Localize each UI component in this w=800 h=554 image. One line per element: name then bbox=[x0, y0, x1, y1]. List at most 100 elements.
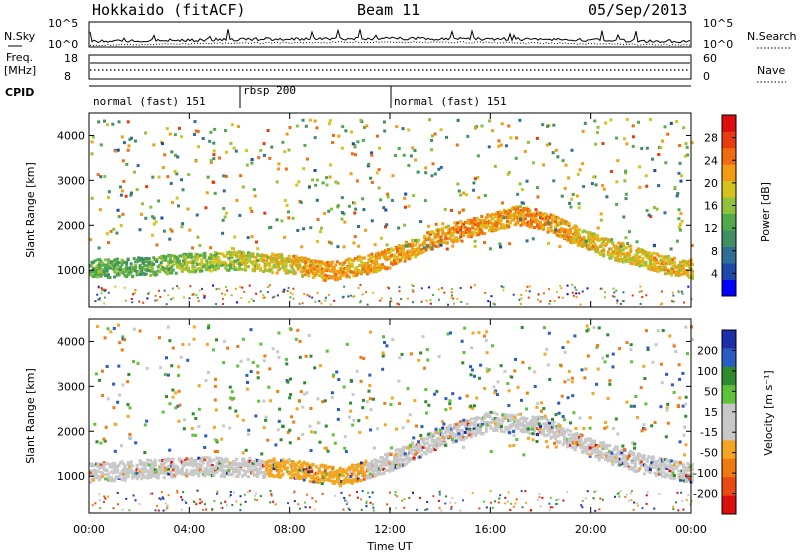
scatter-cell bbox=[379, 472, 383, 476]
scatter-cell bbox=[203, 294, 206, 297]
scatter-cell bbox=[336, 245, 340, 249]
scatter-cell bbox=[546, 230, 550, 234]
scatter-cell bbox=[134, 289, 137, 292]
scatter-cell bbox=[630, 258, 634, 262]
scatter-cell bbox=[400, 457, 404, 461]
scatter-cell bbox=[275, 474, 279, 478]
scatter-cell bbox=[164, 270, 168, 274]
scatter-cell bbox=[459, 438, 463, 442]
scatter-cell bbox=[99, 175, 103, 179]
scatter-cell bbox=[551, 421, 555, 425]
scatter-cell bbox=[402, 459, 406, 463]
colorbar-swatch bbox=[722, 279, 736, 297]
scatter-cell bbox=[405, 462, 409, 466]
scatter-cell bbox=[177, 126, 181, 130]
scatter-cell bbox=[397, 452, 401, 456]
scatter-cell bbox=[342, 212, 346, 216]
scatter-cell bbox=[181, 222, 185, 226]
scatter-cell bbox=[447, 227, 451, 231]
scatter-cell bbox=[645, 264, 649, 268]
scatter-cell bbox=[314, 479, 318, 483]
scatter-cell bbox=[397, 244, 401, 248]
scatter-cell bbox=[327, 240, 331, 244]
scatter-cell bbox=[102, 462, 106, 466]
scatter-cell bbox=[490, 213, 494, 217]
scatter-cell bbox=[558, 430, 562, 434]
scatter-cell bbox=[113, 275, 117, 279]
scatter-cell bbox=[432, 293, 435, 296]
scatter-cell bbox=[504, 225, 508, 229]
scatter-cell bbox=[299, 463, 303, 467]
scatter-cell bbox=[584, 440, 588, 444]
scatter-cell bbox=[552, 220, 556, 224]
scatter-cell bbox=[600, 452, 604, 456]
scatter-cell bbox=[687, 275, 691, 279]
scatter-cell bbox=[201, 287, 204, 290]
scatter-cell bbox=[627, 230, 631, 234]
scatter-cell bbox=[638, 461, 642, 465]
scatter-cell bbox=[338, 466, 342, 470]
scatter-cell bbox=[150, 465, 154, 469]
scatter-cell bbox=[98, 268, 102, 272]
scatter-cell bbox=[333, 299, 336, 302]
scatter-cell bbox=[373, 243, 377, 247]
scatter-cell bbox=[302, 259, 306, 263]
scatter-cell bbox=[90, 152, 94, 156]
scatter-cell bbox=[221, 298, 224, 301]
scatter-cell bbox=[356, 469, 360, 473]
scatter-cell bbox=[265, 468, 269, 472]
scatter-cell bbox=[650, 262, 654, 266]
scatter-cell bbox=[545, 213, 549, 217]
scatter-cell bbox=[639, 463, 643, 467]
scatter-cell bbox=[371, 462, 375, 466]
scatter-cell bbox=[362, 472, 366, 476]
scatter-cell bbox=[429, 238, 433, 242]
scatter-cell bbox=[453, 439, 457, 443]
scatter-cell bbox=[591, 449, 595, 453]
colorbar-swatch bbox=[722, 263, 736, 280]
scatter-cell bbox=[295, 257, 299, 261]
scatter-cell bbox=[415, 446, 419, 450]
scatter-cell bbox=[331, 141, 335, 145]
scatter-cell bbox=[307, 274, 311, 278]
scatter-cell bbox=[225, 264, 229, 268]
scatter-cell bbox=[254, 461, 258, 465]
scatter-cell bbox=[254, 463, 258, 467]
scatter-cell bbox=[581, 244, 585, 248]
scatter-cell bbox=[450, 288, 453, 291]
scatter-cell bbox=[272, 463, 276, 467]
scatter-cell bbox=[457, 436, 461, 440]
scatter-cell bbox=[403, 196, 407, 200]
scatter-cell bbox=[548, 302, 551, 305]
scatter-cell bbox=[119, 265, 123, 269]
scatter-cell bbox=[627, 244, 631, 248]
scatter-cell bbox=[450, 238, 454, 242]
scatter-cell bbox=[334, 470, 338, 474]
scatter-cell bbox=[686, 272, 690, 276]
scatter-cell bbox=[194, 255, 198, 259]
scatter-cell bbox=[394, 247, 398, 251]
scatter-cell bbox=[471, 427, 475, 431]
scatter-cell bbox=[653, 267, 657, 271]
scatter-cell bbox=[518, 298, 521, 301]
scatter-cell bbox=[642, 250, 646, 254]
frequency-tick-bottom: 8 bbox=[64, 70, 71, 83]
scatter-cell bbox=[147, 292, 150, 295]
scatter-cell bbox=[563, 441, 567, 445]
scatter-cell bbox=[425, 299, 428, 302]
scatter-cell bbox=[377, 471, 381, 475]
scatter-cell bbox=[636, 256, 640, 260]
scatter-cell bbox=[153, 257, 157, 261]
scatter-cell bbox=[262, 460, 266, 464]
scatter-cell bbox=[666, 271, 670, 275]
scatter-cell bbox=[95, 462, 99, 466]
scatter-cell bbox=[669, 476, 673, 480]
scatter-cell bbox=[376, 470, 380, 474]
scatter-cell bbox=[621, 260, 625, 264]
scatter-cell bbox=[532, 429, 536, 433]
scatter-cell bbox=[125, 269, 129, 273]
scatter-cell bbox=[397, 260, 401, 264]
scatter-cell bbox=[570, 197, 574, 201]
scatter-cell bbox=[179, 458, 183, 462]
scatter-cell bbox=[505, 414, 509, 418]
